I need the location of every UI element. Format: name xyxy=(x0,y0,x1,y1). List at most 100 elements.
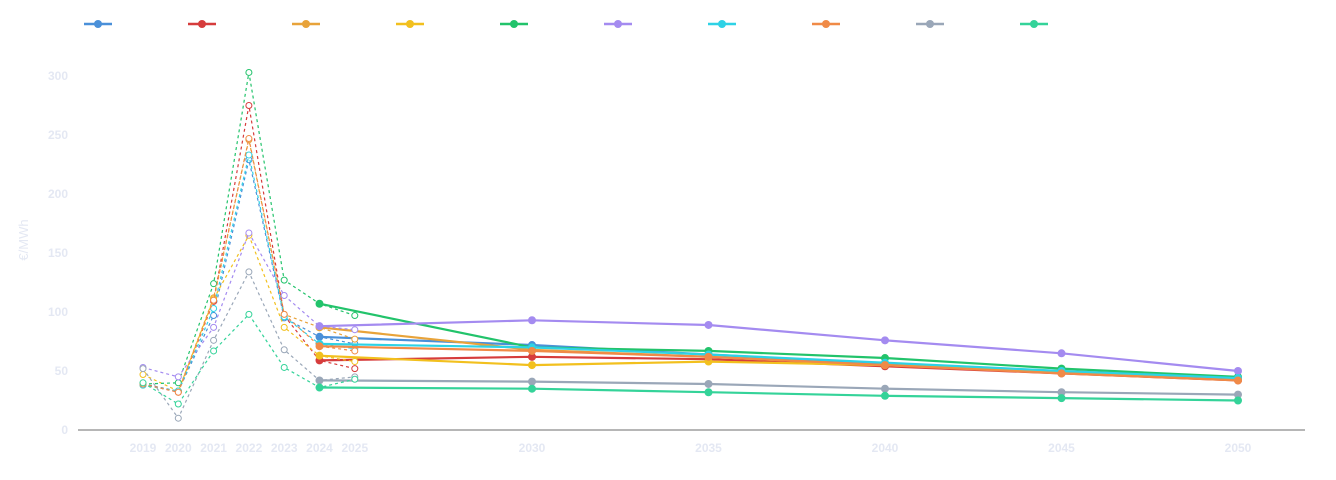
forecast-point[interactable] xyxy=(881,336,889,345)
forecast-point[interactable] xyxy=(1234,367,1242,375)
forecast-point[interactable] xyxy=(704,379,713,388)
historical-point[interactable] xyxy=(280,346,288,354)
forecast-point[interactable] xyxy=(1057,369,1066,378)
forecast-point[interactable] xyxy=(1234,390,1242,399)
historical-point[interactable] xyxy=(245,268,253,276)
historical-point[interactable] xyxy=(139,365,147,373)
historical-point[interactable] xyxy=(245,229,253,237)
forecast-point[interactable] xyxy=(1057,349,1066,358)
forecast-point[interactable] xyxy=(315,322,324,331)
y-axis: 0 50 100 150 200 250 300 xyxy=(48,69,68,437)
x-tick-label: 2022 xyxy=(236,441,263,455)
y-tick-label: 150 xyxy=(48,246,68,260)
series-layer xyxy=(139,68,1242,422)
forecast-point[interactable] xyxy=(704,320,713,329)
historical-point[interactable] xyxy=(351,347,359,355)
historical-point[interactable] xyxy=(351,365,359,373)
forecast-point[interactable] xyxy=(315,376,324,385)
forecast-point[interactable] xyxy=(528,384,536,393)
historical-point[interactable] xyxy=(174,388,182,396)
historical-point[interactable] xyxy=(210,304,218,312)
historical-point[interactable] xyxy=(174,373,182,381)
historical-point[interactable] xyxy=(210,312,218,320)
forecast-point[interactable] xyxy=(315,342,324,351)
legend-item[interactable] xyxy=(1020,20,1048,28)
legend-item[interactable] xyxy=(292,20,320,28)
x-tick-label: 2035 xyxy=(695,441,722,455)
x-tick-label: 2024 xyxy=(306,441,333,455)
historical-point[interactable] xyxy=(351,312,359,320)
historical-point[interactable] xyxy=(210,347,218,355)
legend-item[interactable] xyxy=(604,20,632,28)
legend-swatch-marker xyxy=(718,20,726,28)
forecast-point[interactable] xyxy=(528,352,536,361)
legend-item[interactable] xyxy=(396,20,424,28)
forecast-point[interactable] xyxy=(528,346,536,355)
forecast-point[interactable] xyxy=(315,383,324,392)
forecast-point[interactable] xyxy=(881,361,889,370)
historical-point[interactable] xyxy=(139,371,147,379)
historical-point[interactable] xyxy=(139,379,147,387)
historical-point[interactable] xyxy=(245,135,253,143)
historical-point[interactable] xyxy=(351,326,359,334)
legend-item[interactable] xyxy=(812,20,840,28)
forecast-point[interactable] xyxy=(881,384,889,393)
historical-point[interactable] xyxy=(245,68,253,76)
x-tick-label: 2045 xyxy=(1048,441,1075,455)
historical-point[interactable] xyxy=(210,296,218,304)
forecast-point[interactable] xyxy=(315,299,324,308)
y-tick-label: 100 xyxy=(48,305,68,319)
historical-point[interactable] xyxy=(174,400,182,408)
forecast-point[interactable] xyxy=(528,361,536,370)
legend-swatch-marker xyxy=(510,20,518,28)
forecast-point[interactable] xyxy=(315,351,324,360)
y-tick-label: 250 xyxy=(48,128,68,142)
legend-item[interactable] xyxy=(916,20,944,28)
y-axis-title: €/MWh xyxy=(16,219,31,260)
legend-swatch-marker xyxy=(926,20,934,28)
historical-point[interactable] xyxy=(280,291,288,299)
forecast-point[interactable] xyxy=(704,388,713,397)
forecast-point[interactable] xyxy=(528,316,536,325)
legend-item[interactable] xyxy=(708,20,736,28)
historical-point[interactable] xyxy=(210,323,218,331)
forecast-point[interactable] xyxy=(1057,388,1066,397)
historical-point[interactable] xyxy=(280,310,288,318)
y-tick-label: 50 xyxy=(55,364,69,378)
legend-swatch-marker xyxy=(822,20,830,28)
historical-point[interactable] xyxy=(351,358,359,366)
historical-point[interactable] xyxy=(174,414,182,422)
forecast-point[interactable] xyxy=(704,352,713,361)
x-tick-label: 2025 xyxy=(341,441,368,455)
legend-item[interactable] xyxy=(188,20,216,28)
historical-point[interactable] xyxy=(245,151,253,159)
x-tick-label: 2020 xyxy=(165,441,192,455)
forecast-line xyxy=(319,386,1239,402)
forecast-point[interactable] xyxy=(1234,376,1242,385)
forecast-point[interactable] xyxy=(315,332,324,341)
series-6 xyxy=(139,229,1242,381)
forecast-point[interactable] xyxy=(1057,394,1066,403)
historical-point[interactable] xyxy=(280,276,288,284)
historical-point[interactable] xyxy=(280,363,288,371)
forecast-point[interactable] xyxy=(1234,396,1242,405)
historical-point[interactable] xyxy=(210,280,218,288)
historical-point[interactable] xyxy=(351,335,359,343)
legend-item[interactable] xyxy=(500,20,528,28)
historical-point[interactable] xyxy=(351,375,359,383)
legend-swatch-marker xyxy=(94,20,102,28)
forecast-point[interactable] xyxy=(881,391,889,400)
series-5 xyxy=(139,68,1242,388)
legend-item[interactable] xyxy=(84,20,112,28)
historical-point[interactable] xyxy=(280,323,288,331)
legend-swatch-marker xyxy=(406,20,414,28)
historical-point[interactable] xyxy=(210,336,218,344)
historical-point[interactable] xyxy=(245,310,253,318)
forecast-point[interactable] xyxy=(528,377,536,386)
x-axis: 2019 2020 2021 2022 2023 2024 2025 2030 2035 2040… xyxy=(78,429,1305,455)
historical-point[interactable] xyxy=(245,102,253,109)
historical-line xyxy=(142,139,355,392)
series-10 xyxy=(139,310,1242,408)
